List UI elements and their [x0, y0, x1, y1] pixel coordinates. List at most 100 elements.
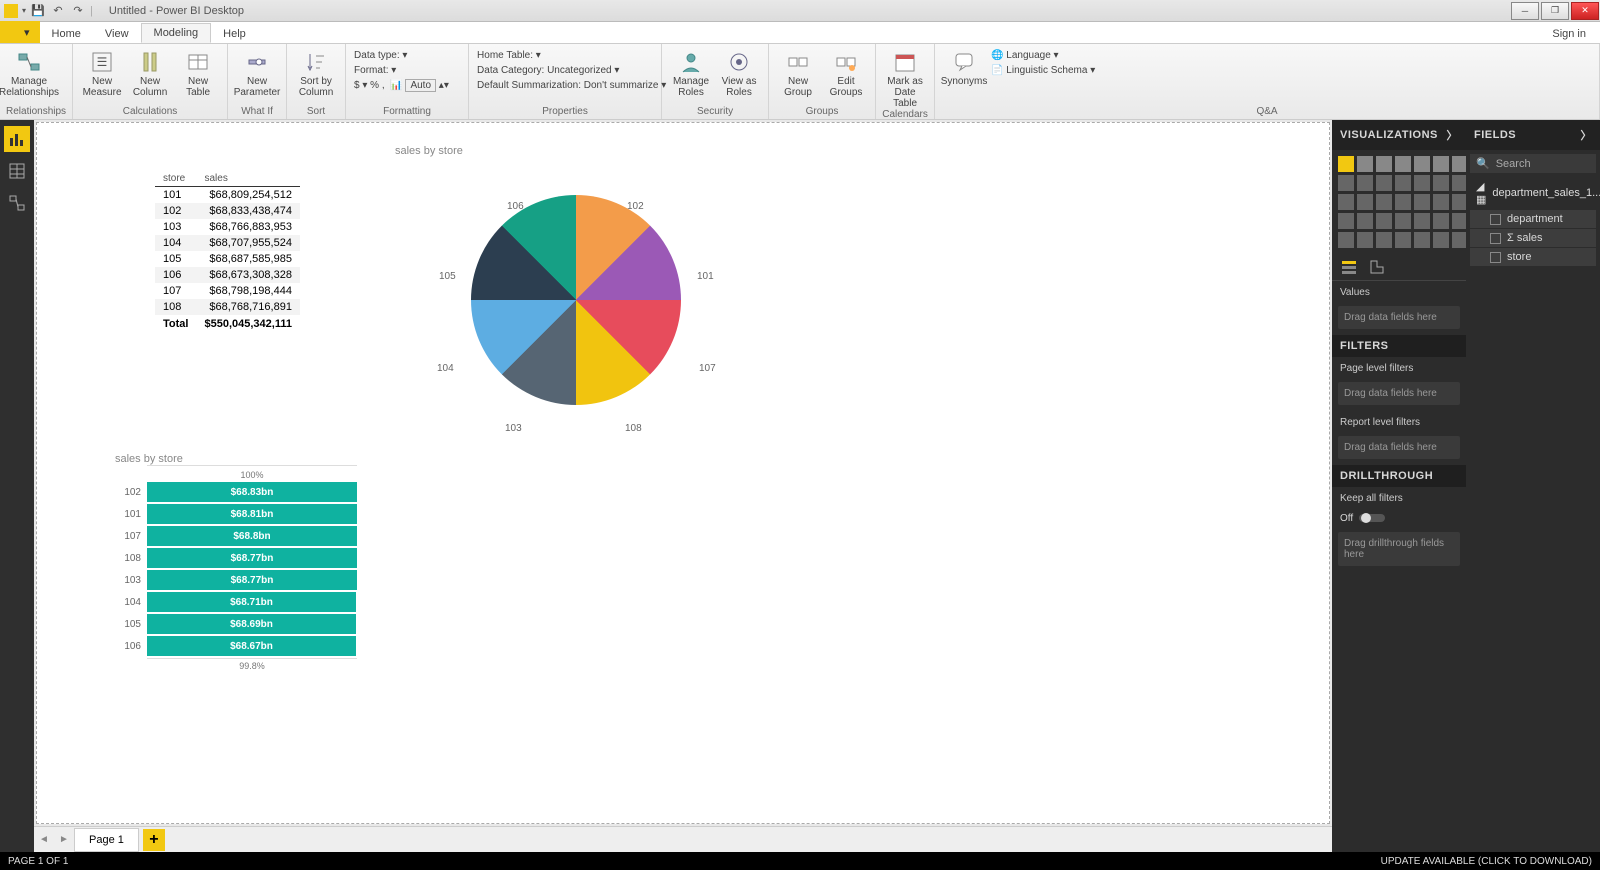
app-logo-icon: [4, 4, 18, 18]
format-well-icon[interactable]: [1368, 258, 1386, 276]
undo-icon[interactable]: ↶: [50, 3, 66, 19]
language-dropdown[interactable]: 🌐 Language ▾: [989, 49, 1097, 62]
ribbon-tabs: ▾ Home View Modeling Help Sign in: [0, 22, 1600, 44]
format-dropdown[interactable]: Format: ▾: [352, 64, 462, 77]
tab-home[interactable]: Home: [40, 25, 93, 43]
sort-by-column-button[interactable]: Sort by Column: [293, 46, 339, 98]
viz-type-icon[interactable]: [1376, 213, 1392, 229]
report-canvas[interactable]: sales by store storesales101$68,809,254,…: [36, 122, 1330, 824]
viz-type-icon[interactable]: [1376, 232, 1392, 248]
manage-roles-button[interactable]: Manage Roles: [668, 46, 714, 98]
viz-type-icon[interactable]: [1395, 156, 1411, 172]
svg-text:☰: ☰: [97, 55, 108, 69]
sales-table[interactable]: storesales101$68,809,254,512102$68,833,4…: [155, 171, 300, 332]
sign-in-link[interactable]: Sign in: [1538, 25, 1600, 43]
drillthrough-dropzone[interactable]: Drag drillthrough fields here: [1338, 532, 1460, 566]
edit-groups-button[interactable]: Edit Groups: [823, 46, 869, 98]
viz-type-icon[interactable]: [1414, 175, 1430, 191]
pie-title: sales by store: [395, 145, 463, 157]
view-rail: [0, 120, 34, 852]
viz-type-icon[interactable]: [1338, 232, 1354, 248]
minimize-button[interactable]: ─: [1511, 2, 1539, 20]
tab-view[interactable]: View: [93, 25, 141, 43]
viz-picker[interactable]: [1332, 150, 1466, 254]
field-column[interactable]: Σ sales: [1470, 229, 1596, 247]
data-category-dropdown[interactable]: Data Category: Uncategorized ▾: [475, 64, 655, 77]
new-column-button[interactable]: New Column: [127, 46, 173, 98]
data-type-dropdown[interactable]: Data type: ▾: [352, 49, 462, 62]
view-as-roles-button[interactable]: View as Roles: [716, 46, 762, 98]
save-icon[interactable]: 💾: [30, 3, 46, 19]
data-view-icon[interactable]: [4, 158, 30, 184]
new-table-button[interactable]: New Table: [175, 46, 221, 98]
report-filters-dropzone[interactable]: Drag data fields here: [1338, 436, 1460, 459]
tab-modeling[interactable]: Modeling: [141, 23, 212, 43]
visualizations-panel: VISUALIZATIONS〉 Values Drag data fields …: [1332, 120, 1466, 852]
viz-type-icon[interactable]: [1395, 232, 1411, 248]
page-filters-dropzone[interactable]: Drag data fields here: [1338, 382, 1460, 405]
tab-help[interactable]: Help: [211, 25, 258, 43]
fields-well-icon[interactable]: [1340, 258, 1358, 276]
viz-type-icon[interactable]: [1414, 194, 1430, 210]
page-tabs: ◄ ► Page 1 +: [34, 826, 1332, 852]
viz-type-icon[interactable]: [1433, 232, 1449, 248]
viz-type-icon[interactable]: [1433, 194, 1449, 210]
new-parameter-button[interactable]: New Parameter: [234, 46, 280, 98]
field-column[interactable]: store: [1470, 248, 1596, 266]
mark-date-table-button[interactable]: Mark as Date Table: [882, 46, 928, 109]
format-tools[interactable]: $ ▾ % , 📊 Auto ▴▾: [352, 79, 462, 92]
viz-type-icon[interactable]: [1357, 213, 1373, 229]
viz-type-icon[interactable]: [1395, 213, 1411, 229]
collapse-viz-icon[interactable]: 〉: [1447, 127, 1459, 143]
maximize-button[interactable]: ❐: [1541, 2, 1569, 20]
window-title: Untitled - Power BI Desktop: [109, 5, 244, 17]
values-dropzone[interactable]: Drag data fields here: [1338, 306, 1460, 329]
viz-type-icon[interactable]: [1338, 175, 1354, 191]
new-group-button[interactable]: New Group: [775, 46, 821, 98]
ribbon: Manage Relationships Relationships ☰New …: [0, 44, 1600, 120]
field-table[interactable]: ◢ ▦ department_sales_1...: [1470, 177, 1596, 209]
file-tab[interactable]: ▾: [0, 21, 40, 43]
viz-type-icon[interactable]: [1414, 232, 1430, 248]
next-page-icon[interactable]: ►: [54, 834, 74, 845]
linguistic-schema-dropdown[interactable]: 📄 Linguistic Schema ▾: [989, 64, 1097, 77]
page-tab-1[interactable]: Page 1: [74, 828, 139, 852]
fields-search[interactable]: 🔍 Search: [1470, 154, 1596, 173]
manage-relationships-button[interactable]: Manage Relationships: [6, 46, 52, 98]
viz-type-icon[interactable]: [1433, 175, 1449, 191]
viz-type-icon[interactable]: [1433, 213, 1449, 229]
viz-type-icon[interactable]: [1395, 194, 1411, 210]
collapse-fields-icon[interactable]: 〉: [1581, 127, 1593, 143]
viz-type-icon[interactable]: [1414, 213, 1430, 229]
field-column[interactable]: department: [1470, 210, 1596, 228]
funnel-chart[interactable]: sales by store 100% 102$68.83bn101$68.81…: [115, 453, 375, 673]
fields-panel: FIELDS〉 🔍 Search ◢ ▦ department_sales_1.…: [1466, 120, 1600, 852]
home-table-dropdown[interactable]: Home Table: ▾: [475, 49, 655, 62]
viz-type-icon[interactable]: [1338, 156, 1354, 172]
viz-type-icon[interactable]: [1433, 156, 1449, 172]
title-bar: ▾ 💾 ↶ ↷ | Untitled - Power BI Desktop ─ …: [0, 0, 1600, 22]
viz-type-icon[interactable]: [1376, 175, 1392, 191]
viz-type-icon[interactable]: [1414, 156, 1430, 172]
summarization-dropdown[interactable]: Default Summarization: Don't summarize ▾: [475, 79, 655, 92]
viz-type-icon[interactable]: [1357, 232, 1373, 248]
viz-type-icon[interactable]: [1395, 175, 1411, 191]
model-view-icon[interactable]: [4, 190, 30, 216]
prev-page-icon[interactable]: ◄: [34, 834, 54, 845]
viz-type-icon[interactable]: [1338, 213, 1354, 229]
redo-icon[interactable]: ↷: [70, 3, 86, 19]
viz-type-icon[interactable]: [1357, 156, 1373, 172]
viz-type-icon[interactable]: [1376, 156, 1392, 172]
report-view-icon[interactable]: [4, 126, 30, 152]
synonyms-button[interactable]: Synonyms: [941, 46, 987, 87]
close-button[interactable]: ✕: [1571, 2, 1599, 20]
new-measure-button[interactable]: ☰New Measure: [79, 46, 125, 98]
viz-type-icon[interactable]: [1338, 194, 1354, 210]
update-available-link[interactable]: UPDATE AVAILABLE (CLICK TO DOWNLOAD): [1381, 856, 1592, 867]
keep-filters-toggle[interactable]: [1359, 512, 1385, 524]
viz-type-icon[interactable]: [1357, 194, 1373, 210]
viz-type-icon[interactable]: [1376, 194, 1392, 210]
add-page-button[interactable]: +: [143, 829, 165, 851]
viz-type-icon[interactable]: [1357, 175, 1373, 191]
status-bar: PAGE 1 OF 1 UPDATE AVAILABLE (CLICK TO D…: [0, 852, 1600, 870]
